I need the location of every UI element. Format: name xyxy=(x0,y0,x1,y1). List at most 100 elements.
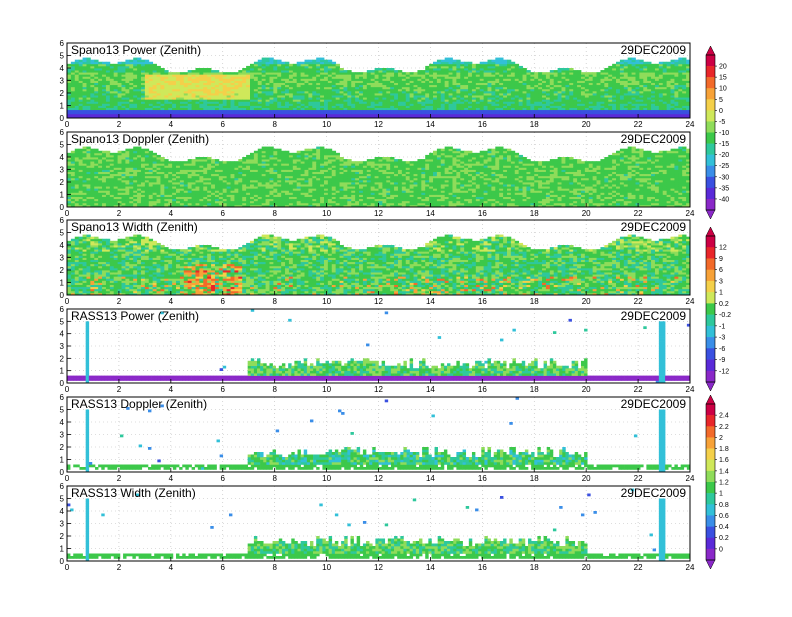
heatmap-cell xyxy=(83,58,87,60)
heatmap-cell xyxy=(320,58,324,60)
heatmap-cell xyxy=(79,60,83,62)
heatmap-cell xyxy=(86,147,90,149)
heatmap-cell xyxy=(168,72,172,74)
heatmap-cell xyxy=(332,62,336,64)
y-tick-label: 3 xyxy=(60,77,65,86)
heatmap-cell xyxy=(75,149,79,151)
heatmap-cell xyxy=(71,151,75,153)
heatmap-cell xyxy=(554,70,558,72)
heatmap-cell xyxy=(558,68,562,70)
heatmap-cell xyxy=(219,72,223,74)
heatmap-cell xyxy=(414,72,418,74)
y-tick-label: 4 xyxy=(60,64,65,73)
heatmap-cell xyxy=(289,64,293,66)
heatmap-cell xyxy=(499,58,503,60)
heatmap-cell xyxy=(347,70,351,72)
heatmap-cell xyxy=(445,58,449,60)
heatmap-cell xyxy=(425,66,429,68)
heatmap-cell xyxy=(667,62,671,64)
heatmap-cell xyxy=(472,64,476,66)
heatmap-cell xyxy=(511,62,515,64)
heatmap-cell xyxy=(643,62,647,64)
heatmap-cell xyxy=(371,70,375,72)
heatmap-cell xyxy=(538,72,542,74)
heatmap-cell xyxy=(297,62,301,64)
heatmap-cell xyxy=(242,68,246,70)
heatmap-cell xyxy=(98,151,102,153)
y-tick-label: 5 xyxy=(60,52,65,61)
heatmap-cell xyxy=(367,70,371,72)
heatmap-cell xyxy=(491,60,495,62)
heatmap-cell xyxy=(534,72,538,74)
heatmap-cell xyxy=(398,70,402,72)
heatmap-cell xyxy=(593,72,597,74)
heatmap-cell xyxy=(305,60,309,62)
heatmap-cell xyxy=(382,68,386,70)
heatmap-cell xyxy=(417,70,421,72)
heatmap-cell xyxy=(363,72,367,74)
heatmap-cell xyxy=(141,60,145,62)
heatmap-cell xyxy=(639,60,643,62)
heatmap-cell xyxy=(215,70,219,72)
heatmap-cell xyxy=(94,60,98,62)
x-tick-label: 12 xyxy=(374,120,383,129)
heatmap-cell xyxy=(674,60,678,62)
heatmap-cell xyxy=(597,72,601,74)
heatmap-cell xyxy=(480,62,484,64)
heatmap-cell xyxy=(145,60,149,62)
heatmap-cell xyxy=(83,147,87,149)
heatmap-cell xyxy=(137,58,141,60)
heatmap-cell xyxy=(207,68,211,70)
heatmap-cell xyxy=(301,62,305,64)
heatmap-cell xyxy=(308,60,312,62)
heatmap-cell xyxy=(386,68,390,70)
heatmap-cell xyxy=(612,64,616,66)
heatmap-cell xyxy=(635,60,639,62)
x-tick-label: 10 xyxy=(322,120,331,129)
heatmap-cell xyxy=(437,60,441,62)
heatmap-cell xyxy=(168,161,172,163)
heatmap-cell xyxy=(523,68,527,70)
heatmap-cell xyxy=(682,58,686,60)
heatmap-cell xyxy=(133,147,137,149)
heatmap-cell xyxy=(125,60,129,62)
heatmap-cell xyxy=(227,72,231,74)
heatmap-cell xyxy=(153,64,157,66)
heatmap-cell xyxy=(164,159,168,161)
heatmap-cell xyxy=(164,70,168,72)
heatmap-cell xyxy=(231,72,235,74)
heatmap-cell xyxy=(172,72,176,74)
heatmap-cell xyxy=(258,60,262,62)
heatmap-cell xyxy=(125,149,129,151)
heatmap-cell xyxy=(546,72,550,74)
heatmap-cell xyxy=(312,60,316,62)
x-tick-label: 24 xyxy=(686,120,695,129)
heatmap-cell xyxy=(129,149,133,151)
heatmap-cell xyxy=(67,153,71,155)
y-tick-label: 1 xyxy=(60,102,65,111)
heatmap-cell xyxy=(160,157,164,159)
heatmap-cell xyxy=(573,70,577,72)
heatmap-cell xyxy=(600,70,604,72)
heatmap-cell xyxy=(530,72,534,74)
y-tick-label: 0 xyxy=(60,114,65,123)
heatmap-cell xyxy=(678,58,682,60)
heatmap-cell xyxy=(589,72,593,74)
heatmap-cell xyxy=(484,62,488,64)
heatmap-cell xyxy=(550,70,554,72)
heatmap-cell xyxy=(351,72,355,74)
heatmap-cell xyxy=(604,68,608,70)
panel-date: 29DEC2009 xyxy=(621,43,687,57)
heatmap-cell xyxy=(655,64,659,66)
heatmap-cell xyxy=(495,58,499,60)
heatmap-cell xyxy=(110,153,114,155)
heatmap-cell xyxy=(464,62,468,64)
x-tick-label: 8 xyxy=(272,120,277,129)
heatmap-cell xyxy=(262,58,266,60)
heatmap-cell xyxy=(433,62,437,64)
heatmap-cell xyxy=(624,60,628,62)
heatmap-cell xyxy=(620,60,624,62)
heatmap-cell xyxy=(238,70,242,72)
y-tick-label: 6 xyxy=(60,39,65,48)
